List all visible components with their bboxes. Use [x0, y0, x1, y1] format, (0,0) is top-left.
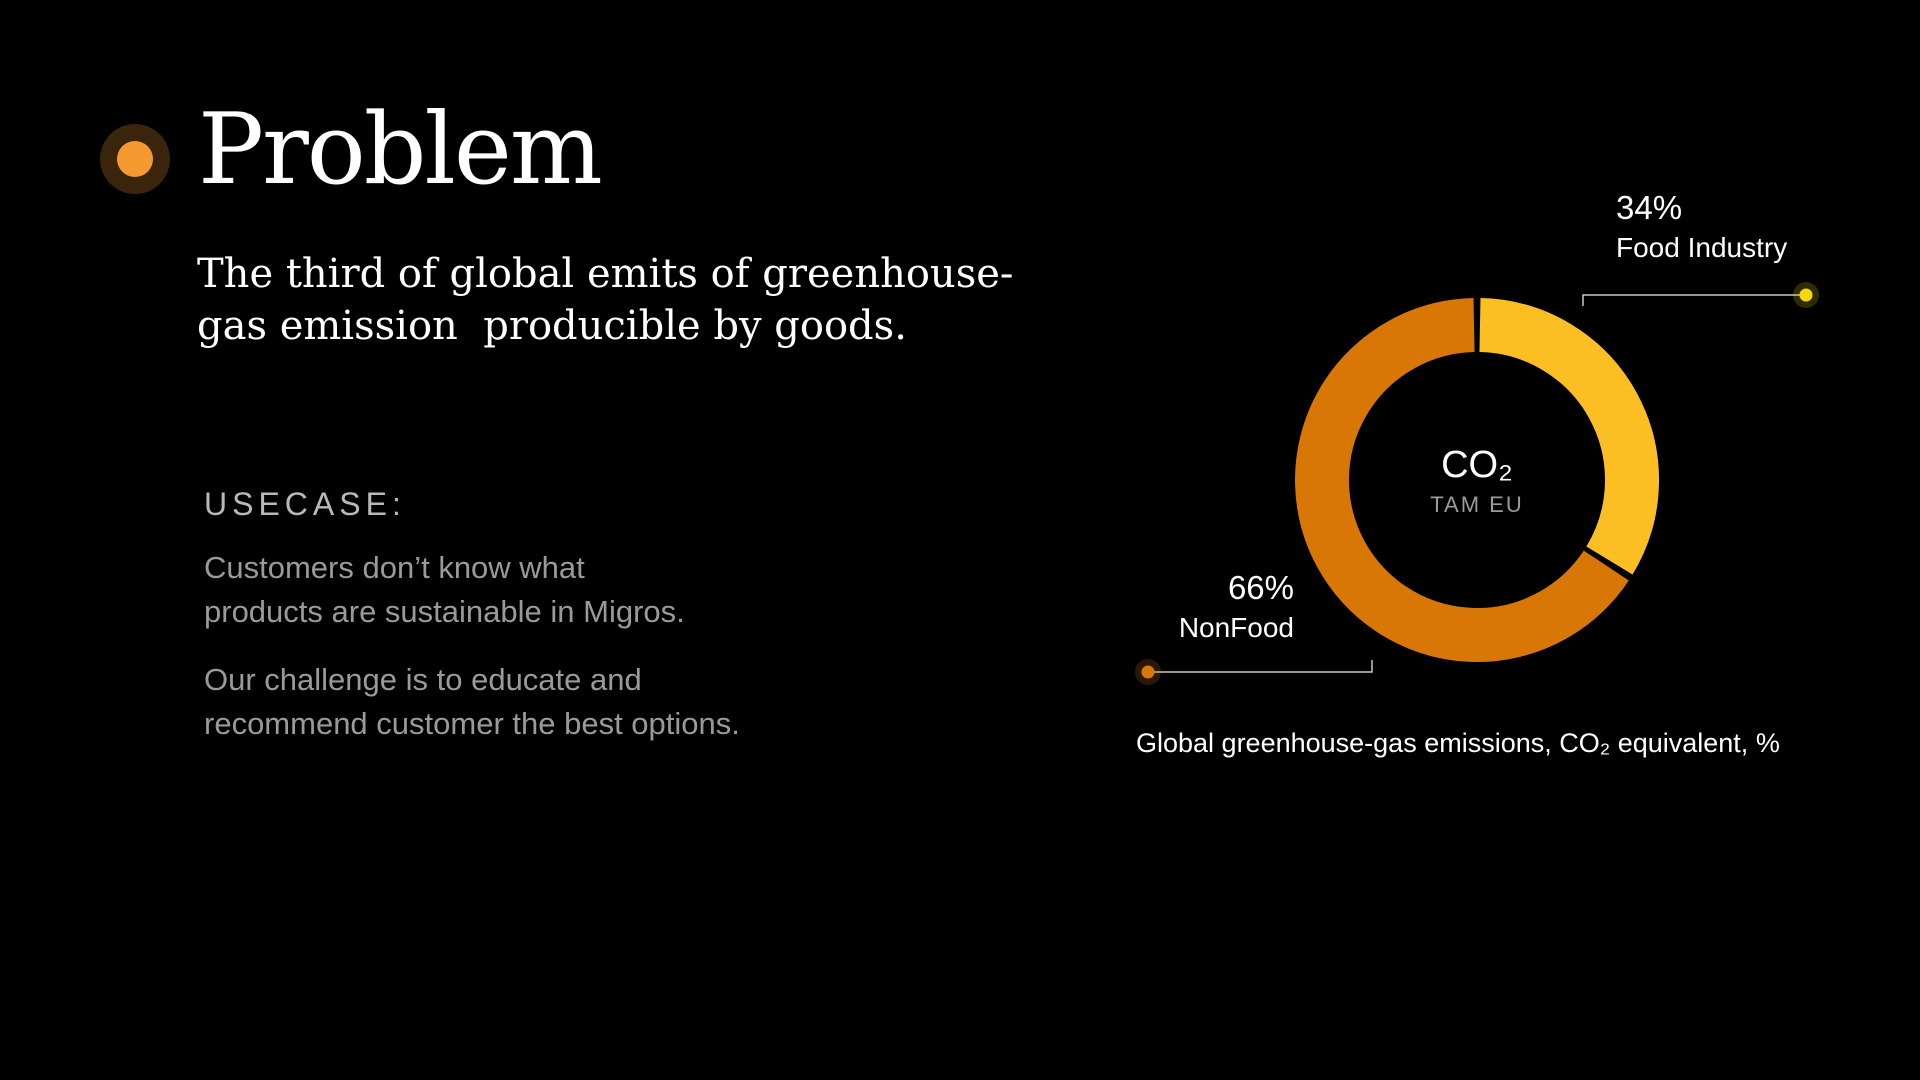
subtitle-line: gas emission producible by goods.: [197, 303, 907, 349]
title-marker: [100, 124, 170, 194]
usecase-line: recommend customer the best options.: [204, 706, 740, 741]
slice-name-label-food: Food Industry: [1616, 232, 1788, 263]
usecase-line: Our challenge is to educate and: [204, 662, 642, 697]
leader-line: [1148, 660, 1373, 673]
leader-marker-dot: [1799, 288, 1813, 302]
chart-caption: Global greenhouse-gas emissions, CO₂ equ…: [1136, 728, 1780, 758]
leader-line: [1582, 294, 1806, 306]
leader-marker-dot: [1141, 665, 1155, 679]
usecase-heading: USECASE:: [204, 486, 406, 522]
donut-slice-food-industry: [1478, 298, 1659, 575]
subtitle-line: The third of global emits of greenhouse-: [197, 251, 1014, 297]
donut-center-label: CO₂: [1441, 444, 1513, 486]
page-title: Problem: [198, 93, 603, 207]
usecase-paragraph-2: Our challenge is to educate and recommen…: [204, 658, 740, 746]
donut-center-sublabel: TAM EU: [1430, 492, 1524, 517]
donut-slice-nonfood: [1295, 298, 1629, 662]
subtitle: The third of global emits of greenhouse-…: [197, 248, 1014, 352]
slice-name-label-nonfood: NonFood: [1178, 612, 1294, 643]
usecase-paragraph-1: Customers don’t know what products are s…: [204, 546, 685, 634]
usecase-line: Customers don’t know what: [204, 550, 585, 585]
usecase-line: products are sustainable in Migros.: [204, 594, 685, 629]
slice-value-label-food: 34%: [1616, 189, 1683, 226]
slice-value-label-nonfood: 66%: [1227, 569, 1294, 606]
